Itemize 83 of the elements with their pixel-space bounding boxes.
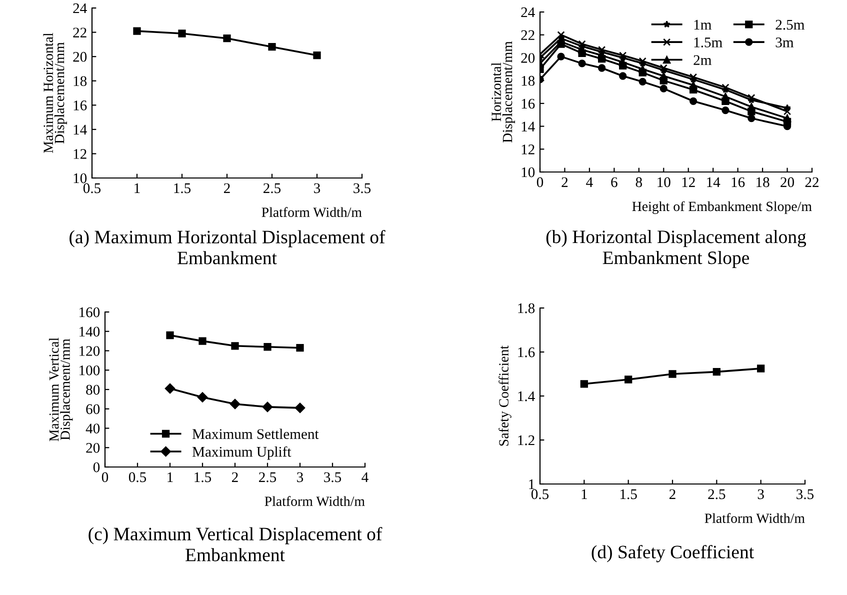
x-tick-label: 1 bbox=[168, 472, 173, 482]
y-tick-label: 140 bbox=[80, 326, 100, 337]
x-tick-label: 18 bbox=[756, 177, 770, 188]
y-tick-label: 22 bbox=[73, 28, 86, 38]
x-tick-label: 2 bbox=[562, 177, 568, 187]
y-tick-label: 12 bbox=[74, 149, 86, 159]
y-tick-label: 40 bbox=[86, 424, 100, 434]
x-tick-label: 16 bbox=[732, 177, 745, 188]
y-axis-title: Safety Coefficient bbox=[498, 345, 512, 446]
x-tick-label: 0 bbox=[102, 472, 108, 482]
x-tick-label: 3.5 bbox=[354, 183, 371, 194]
y-tick-label: 20 bbox=[86, 442, 100, 453]
text: (a) Maximum Horizontal Displacement of Embankment bbox=[70, 230, 386, 264]
x-tick-label: 3.5 bbox=[796, 489, 814, 500]
x-tick-label: 12 bbox=[682, 177, 695, 187]
legend-label: Maximum Settlement bbox=[192, 428, 319, 439]
y-tick-label: 160 bbox=[80, 307, 100, 318]
x-tick-label: 1.5 bbox=[174, 183, 191, 194]
y-tick-label: 10 bbox=[522, 167, 535, 178]
x-tick-label: 1.5 bbox=[194, 472, 212, 482]
y-tick-label: 100 bbox=[80, 365, 100, 376]
y-tick-label: 1.4 bbox=[518, 391, 535, 402]
x-tick-label: 2 bbox=[232, 472, 238, 482]
y-tick-label: 1.6 bbox=[518, 347, 535, 358]
y-tick-label: 16 bbox=[522, 98, 535, 109]
y-tick-label: 20 bbox=[73, 52, 87, 62]
y-tick-label: 1 bbox=[529, 479, 534, 490]
y-tick-label: 14 bbox=[522, 122, 535, 132]
x-tick-label: 4 bbox=[362, 472, 368, 482]
x-tick-label: 22 bbox=[805, 177, 818, 187]
x-tick-label: 3 bbox=[297, 472, 304, 482]
text: (b) Horizontal Displacement along Embankment Slope bbox=[546, 230, 806, 268]
y-tick-label: 60 bbox=[86, 404, 100, 414]
y-axis-title: Maximum Horizontal Displacement/mm bbox=[43, 32, 67, 153]
text: (d) Safety Coefficient bbox=[592, 545, 754, 562]
x-tick-label: 8 bbox=[636, 177, 642, 188]
y-axis-title: Horizontal Displacement/mm bbox=[491, 41, 515, 143]
x-tick-label: 0.5 bbox=[128, 472, 146, 482]
y-axis-title: Maximum Vertical Displacement/mm bbox=[48, 338, 73, 442]
y-tick-label: 12 bbox=[522, 144, 534, 154]
legend-label: 1.5m bbox=[694, 38, 722, 48]
x-tick-label: 2.5 bbox=[259, 472, 276, 482]
x-tick-label: 0.5 bbox=[531, 489, 549, 500]
y-tick-label: 24 bbox=[521, 7, 535, 18]
x-tick-label: 3 bbox=[314, 183, 320, 194]
x-tick-label: 20 bbox=[780, 177, 794, 188]
legend-label: 1m bbox=[694, 20, 712, 30]
y-tick-label: 14 bbox=[74, 124, 87, 134]
y-tick-label: 22 bbox=[521, 30, 534, 40]
y-tick-label: 80 bbox=[86, 384, 100, 395]
legend-label: 3m bbox=[776, 38, 794, 48]
y-tick-label: 20 bbox=[521, 53, 535, 63]
x-axis-title: Height of Embankment Slope/m bbox=[632, 201, 812, 214]
y-tick-label: 24 bbox=[73, 3, 87, 14]
x-tick-label: 4 bbox=[586, 177, 593, 187]
x-tick-label: 3.5 bbox=[324, 472, 342, 482]
x-tick-label: 2.5 bbox=[264, 183, 281, 194]
x-axis-title: Platform Width/m bbox=[264, 496, 365, 506]
x-tick-label: 1.5 bbox=[620, 489, 637, 500]
y-tick-label: 1.8 bbox=[518, 303, 535, 314]
y-tick-label: 120 bbox=[80, 346, 100, 356]
x-tick-label: 1 bbox=[582, 489, 587, 499]
x-tick-label: 0.5 bbox=[83, 183, 101, 194]
y-tick-label: 18 bbox=[74, 76, 87, 86]
x-axis-title: Platform Width/m bbox=[704, 513, 805, 524]
y-tick-label: 16 bbox=[74, 100, 87, 110]
x-tick-label: 3 bbox=[758, 489, 764, 500]
legend-label: 2.5m bbox=[776, 20, 804, 30]
legend-label: Maximum Uplift bbox=[192, 446, 292, 460]
text: (c) Maximum Vertical Displacement of Embankment bbox=[88, 527, 382, 562]
y-tick-label: 0 bbox=[93, 462, 100, 472]
x-tick-label: 1 bbox=[134, 183, 140, 193]
x-tick-label: 14 bbox=[707, 177, 720, 187]
legend-label: 2m bbox=[694, 55, 712, 65]
x-axis-title: Platform Width/m bbox=[262, 207, 362, 218]
x-tick-label: 0 bbox=[536, 177, 544, 188]
x-tick-label: 6 bbox=[611, 177, 618, 188]
x-tick-label: 2 bbox=[224, 183, 230, 193]
y-tick-label: 18 bbox=[522, 76, 535, 86]
y-tick-label: 1.2 bbox=[518, 435, 534, 446]
x-tick-label: 2.5 bbox=[708, 489, 726, 500]
x-tick-label: 10 bbox=[658, 177, 670, 188]
x-tick-label: 2 bbox=[669, 489, 676, 499]
